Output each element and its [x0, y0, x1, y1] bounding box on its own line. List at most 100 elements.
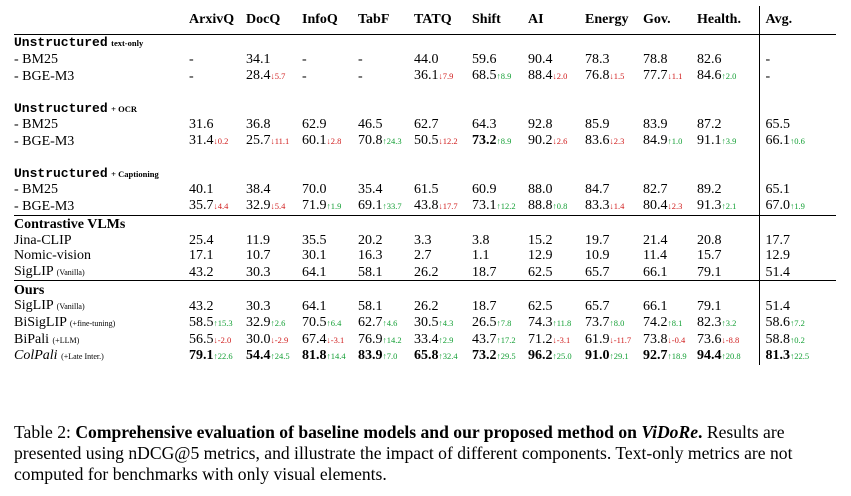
table-header-row: ArxivQ DocQ InfoQ TabF TATQ Shift AI Energy Gov.…	[14, 6, 836, 35]
metric-cell: 18.7	[472, 298, 528, 315]
metric-cell: 58.1	[358, 264, 414, 281]
metric-value: 92.8	[528, 117, 553, 133]
metric-delta: ↓7.9	[438, 70, 454, 81]
metric-cell: 64.3	[472, 117, 528, 133]
metric-cell: 56.5↓-2.0	[189, 332, 246, 349]
metric-value: 17.7	[765, 232, 791, 248]
metric-cell: 82.3↑3.2	[697, 315, 759, 332]
metric-value: 90.4	[528, 52, 553, 67]
metric-cell: 50.5↓12.2	[414, 133, 472, 150]
metric-value: 62.7	[358, 314, 383, 330]
metric-cell: -	[358, 52, 414, 68]
metric-cell: 59.6	[472, 52, 528, 68]
metric-delta: ↑8.1	[667, 317, 683, 328]
metric-value: 10.7	[246, 248, 271, 264]
metric-cell: 18.7	[472, 264, 528, 281]
metric-value: 28.4	[246, 67, 271, 83]
metric-value: 84.6	[697, 67, 722, 83]
metric-value: 78.8	[643, 52, 668, 67]
metric-cell: 73.2↑8.9	[472, 133, 528, 150]
metric-value: 43.8	[414, 197, 439, 213]
metric-value: 91.1	[697, 132, 722, 148]
metric-value: 35.4	[358, 182, 383, 198]
metric-cell: 66.1	[643, 264, 697, 281]
metric-value: 31.4	[189, 132, 214, 148]
metric-cell: 36.8	[246, 117, 302, 133]
metric-cell: 77.7↓1.1	[643, 68, 697, 85]
metric-cell: 35.7↓4.4	[189, 198, 246, 215]
metric-value: -	[302, 68, 307, 84]
metric-value: 73.2	[472, 348, 497, 364]
metric-cell: 70.0	[302, 182, 358, 198]
metric-cell: 62.7	[414, 117, 472, 133]
caption-bold-text: Comprehensive evaluation of baseline mod…	[75, 422, 637, 442]
row-label-note: (+fine-tuning)	[69, 318, 116, 328]
metric-cell: 79.1	[697, 298, 759, 315]
metric-value: 79.1	[697, 299, 722, 315]
metric-cell: 74.3↑11.8	[528, 315, 585, 332]
column-header: DocQ	[246, 6, 302, 35]
table-row: - BM25 - 34.1 - - 44.0 59.6 90.4 78.3 78.8 82.6 -	[14, 52, 836, 68]
column-header: AI	[528, 6, 585, 35]
metric-delta: ↑2.9	[438, 334, 454, 345]
metric-value: 82.3	[697, 314, 722, 330]
table-row: Jina-CLIP 25.4 11.9 35.5 20.2 3.3 3.8 15.2 19.7 2…	[14, 232, 836, 249]
column-header: InfoQ	[302, 6, 358, 35]
metric-cell: 65.1	[758, 182, 836, 198]
metric-value: 61.5	[414, 182, 439, 198]
metric-value: 64.1	[302, 264, 327, 280]
metric-value: 19.7	[585, 232, 610, 248]
metric-cell: 81.3↑22.5	[758, 348, 836, 365]
metric-cell: 90.4	[528, 52, 585, 68]
metric-value: 88.8	[528, 197, 553, 213]
metric-delta: ↓1.1	[667, 70, 683, 81]
metric-value: 43.2	[189, 264, 214, 280]
metric-value: 20.2	[358, 232, 383, 248]
metric-value: 61.9	[585, 331, 610, 347]
metric-value: 70.8	[358, 132, 383, 148]
metric-delta: ↑0.6	[790, 135, 805, 146]
metric-delta: ↓11.1	[270, 135, 290, 146]
metric-cell: 78.8	[643, 52, 697, 68]
metric-value: 26.2	[414, 299, 439, 315]
section-header-row: Unstructured + Captioning	[14, 165, 836, 183]
row-label: - BGE-M3	[14, 198, 75, 214]
metric-delta: ↑29.1	[609, 351, 629, 362]
table-row: - BGE-M3-28.4↓5.7- -36.1↓7.9 68.5↑8.9 88.4↓…	[14, 67, 836, 85]
section-header-row: Unstructured text-only	[14, 34, 836, 52]
metric-cell: -	[189, 68, 246, 85]
metric-cell: 26.2	[414, 264, 472, 281]
metric-cell: 28.4↓5.7	[246, 68, 302, 85]
metric-cell: 73.8↓-0.4	[643, 332, 697, 349]
metric-value: 30.3	[246, 264, 271, 280]
metric-value: 65.5	[765, 117, 791, 133]
metric-cell: 94.4↑20.8	[697, 348, 759, 365]
row-label-note: (Vanilla)	[56, 302, 85, 312]
metric-cell: 92.7↑18.9	[643, 348, 697, 365]
metric-delta: ↑11.8	[552, 317, 572, 328]
metric-value: 83.9	[643, 117, 668, 133]
metric-delta: ↑8.9	[496, 70, 512, 81]
metric-cell: 11.9	[246, 233, 302, 249]
metric-value: 83.3	[585, 197, 610, 213]
table-row: SigLIP (Vanilla) 43.2 30.3 64.1 58.1 26.2 18.7…	[14, 298, 836, 315]
column-header: TabF	[358, 6, 414, 35]
metric-value: 90.2	[528, 132, 553, 148]
section-title: Ours	[14, 282, 45, 298]
metric-value: 68.5	[472, 67, 497, 83]
metric-cell: 83.9	[643, 117, 697, 133]
metric-cell: 31.6	[189, 117, 246, 133]
metric-cell: 30.1	[302, 248, 358, 264]
metric-cell: 60.1↓2.8	[302, 133, 358, 150]
metric-delta: ↓-2.9	[270, 334, 289, 345]
metric-delta: ↑0.2	[790, 334, 805, 345]
header-blank	[14, 6, 189, 35]
metric-cell: 84.6↑2.0	[697, 68, 759, 85]
metric-delta: ↓2.3	[667, 200, 683, 211]
section-title: Unstructured	[14, 165, 108, 181]
metric-delta: ↑14.4	[326, 351, 346, 362]
metric-value: 12.9	[528, 248, 553, 264]
metric-delta: ↑7.0	[382, 351, 398, 362]
metric-value: 78.3	[585, 52, 610, 67]
row-label: - BGE-M3	[14, 133, 75, 149]
